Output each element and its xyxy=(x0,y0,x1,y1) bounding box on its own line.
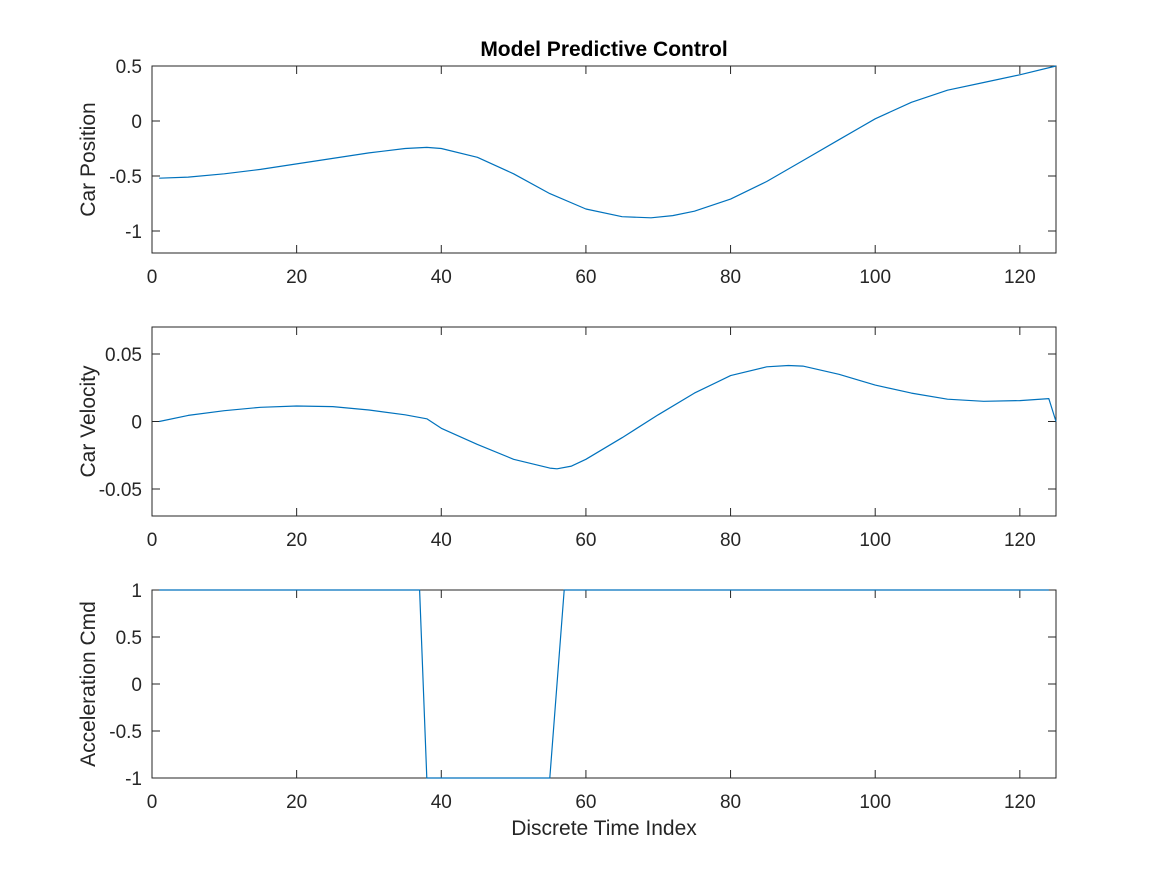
y-tick-label: 0.5 xyxy=(116,628,142,649)
x-tick-label: 20 xyxy=(286,530,307,551)
subplot-3: 0 20 40 60 80 100 120 1 0.5 0 -0.5 -1 Acceleration C… xyxy=(77,581,1057,840)
x-tick-label: 80 xyxy=(720,792,741,813)
series-line-1 xyxy=(159,65,1057,219)
x-tick-label: 0 xyxy=(147,530,158,551)
x-axis-label: Discrete Time Index xyxy=(511,817,697,840)
series-line-1 xyxy=(159,364,1057,470)
y-tick-label: -1 xyxy=(125,769,142,790)
x-tick-label: 40 xyxy=(431,792,452,813)
chart-title: Model Predictive Control xyxy=(480,38,727,61)
y-tick-label: -0.5 xyxy=(109,722,142,743)
y-tick-label: -0.05 xyxy=(99,480,142,501)
y-tick-label: -0.5 xyxy=(109,167,142,188)
x-tick-label: 100 xyxy=(859,267,891,288)
plot-area xyxy=(151,65,1057,254)
x-tick-label: 80 xyxy=(720,530,741,551)
y-tick-label: 0 xyxy=(131,112,142,133)
x-tick-label: 40 xyxy=(431,267,452,288)
x-tick-label: 40 xyxy=(431,530,452,551)
series-line-1 xyxy=(159,589,1049,779)
plot-area xyxy=(151,589,1057,779)
x-tick-label: 0 xyxy=(147,267,158,288)
y-axis-label: Acceleration Cmd xyxy=(77,601,100,767)
subplot-1: 0 20 40 60 80 100 120 0.5 0 -0.5 -1 Car Position xyxy=(77,57,1057,288)
y-axis-label: Car Velocity xyxy=(77,365,100,478)
x-tick-label: 80 xyxy=(720,267,741,288)
plot-area xyxy=(151,326,1057,517)
y-tick-label: 0.5 xyxy=(116,57,142,78)
x-tick-label: 60 xyxy=(575,530,596,551)
y-tick-label: 1 xyxy=(131,581,142,602)
x-tick-label: 60 xyxy=(575,267,596,288)
x-tick-label: 0 xyxy=(147,792,158,813)
x-tick-label: 100 xyxy=(859,792,891,813)
y-tick-label: 0.05 xyxy=(105,345,142,366)
x-tick-label: 20 xyxy=(286,267,307,288)
y-axis-label: Car Position xyxy=(77,102,100,216)
y-tick-label: 0 xyxy=(131,675,142,696)
x-tick-label: 120 xyxy=(1004,267,1036,288)
x-tick-label: 60 xyxy=(575,792,596,813)
x-tick-label: 20 xyxy=(286,792,307,813)
y-tick-label: -1 xyxy=(125,222,142,243)
x-tick-label: 120 xyxy=(1004,792,1036,813)
x-tick-label: 100 xyxy=(859,530,891,551)
x-tick-label: 120 xyxy=(1004,530,1036,551)
y-tick-label: 0 xyxy=(131,413,142,434)
